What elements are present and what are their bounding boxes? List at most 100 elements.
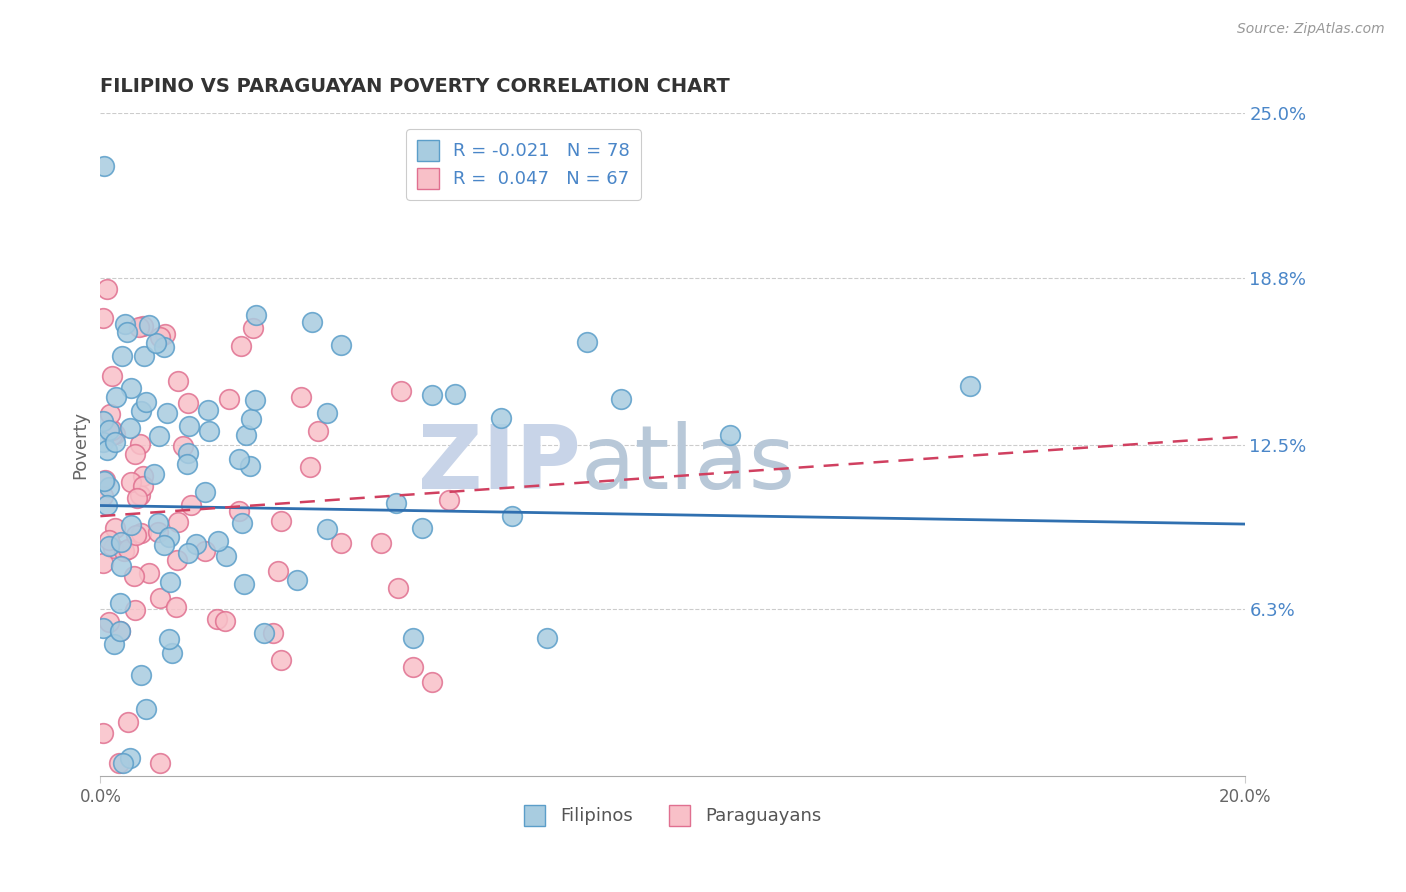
Point bbox=[385, 496, 408, 510]
Point bbox=[97, 539, 120, 553]
Point bbox=[307, 424, 329, 438]
Y-axis label: Poverty: Poverty bbox=[72, 410, 89, 479]
Point bbox=[243, 392, 266, 407]
Point bbox=[135, 702, 157, 716]
Point bbox=[108, 624, 131, 639]
Point bbox=[146, 516, 169, 531]
Point bbox=[153, 538, 176, 552]
Point bbox=[229, 339, 252, 353]
Point bbox=[91, 556, 114, 570]
Point bbox=[149, 330, 172, 344]
Point bbox=[98, 407, 121, 421]
Point bbox=[153, 340, 176, 354]
Point bbox=[233, 577, 256, 591]
Text: ZIP: ZIP bbox=[418, 421, 581, 508]
Point bbox=[402, 660, 425, 674]
Point bbox=[118, 751, 141, 765]
Point bbox=[267, 564, 290, 578]
Point bbox=[290, 390, 312, 404]
Point bbox=[420, 675, 443, 690]
Point bbox=[104, 521, 127, 535]
Point bbox=[108, 756, 131, 770]
Point bbox=[194, 544, 217, 558]
Point bbox=[120, 382, 142, 396]
Point bbox=[129, 488, 152, 502]
Point bbox=[93, 159, 115, 173]
Point bbox=[96, 442, 118, 457]
Point bbox=[98, 480, 121, 494]
Point bbox=[184, 537, 207, 551]
Point bbox=[127, 491, 149, 506]
Point bbox=[270, 653, 292, 667]
Point bbox=[110, 535, 132, 549]
Point bbox=[575, 334, 598, 349]
Point bbox=[94, 473, 117, 487]
Point bbox=[240, 412, 263, 426]
Point bbox=[97, 423, 120, 437]
Text: FILIPINO VS PARAGUAYAN POVERTY CORRELATION CHART: FILIPINO VS PARAGUAYAN POVERTY CORRELATI… bbox=[100, 78, 730, 96]
Point bbox=[96, 282, 118, 296]
Point bbox=[103, 426, 125, 441]
Point bbox=[215, 549, 238, 563]
Point bbox=[370, 535, 392, 549]
Point bbox=[103, 637, 125, 651]
Point bbox=[132, 318, 155, 333]
Point bbox=[129, 526, 152, 541]
Point bbox=[718, 427, 741, 442]
Point bbox=[157, 632, 180, 647]
Point bbox=[228, 452, 250, 467]
Point bbox=[198, 424, 221, 438]
Point bbox=[389, 384, 412, 398]
Point bbox=[148, 429, 170, 443]
Point bbox=[108, 596, 131, 610]
Point bbox=[132, 469, 155, 483]
Point bbox=[420, 387, 443, 401]
Point bbox=[129, 404, 152, 418]
Point bbox=[285, 573, 308, 587]
Point bbox=[197, 403, 219, 417]
Point bbox=[91, 489, 114, 503]
Point bbox=[387, 582, 409, 596]
Point bbox=[177, 546, 200, 560]
Point bbox=[101, 368, 124, 383]
Point bbox=[110, 559, 132, 574]
Point bbox=[91, 725, 114, 739]
Point bbox=[299, 459, 322, 474]
Point bbox=[242, 320, 264, 334]
Point bbox=[111, 349, 134, 363]
Legend: Filipinos, Paraguayans: Filipinos, Paraguayans bbox=[516, 797, 828, 833]
Point bbox=[329, 338, 352, 352]
Point bbox=[128, 437, 150, 451]
Point bbox=[112, 756, 135, 770]
Point bbox=[145, 335, 167, 350]
Point bbox=[105, 390, 128, 404]
Point bbox=[214, 614, 236, 628]
Point bbox=[166, 553, 188, 567]
Point bbox=[411, 521, 433, 535]
Point bbox=[165, 599, 187, 614]
Point bbox=[124, 447, 146, 461]
Point bbox=[132, 478, 155, 492]
Point bbox=[157, 530, 180, 544]
Point bbox=[444, 386, 467, 401]
Point bbox=[128, 319, 150, 334]
Point bbox=[101, 423, 124, 437]
Point bbox=[97, 615, 120, 629]
Point bbox=[489, 411, 512, 425]
Point bbox=[117, 714, 139, 729]
Point bbox=[610, 392, 633, 406]
Point bbox=[91, 310, 114, 325]
Point bbox=[207, 533, 229, 548]
Point bbox=[91, 621, 114, 635]
Point bbox=[228, 504, 250, 518]
Point bbox=[132, 349, 155, 363]
Point bbox=[205, 612, 228, 626]
Point bbox=[112, 544, 135, 558]
Point bbox=[253, 626, 276, 640]
Point bbox=[179, 418, 201, 433]
Point bbox=[172, 438, 194, 452]
Point bbox=[160, 646, 183, 660]
Point bbox=[120, 517, 142, 532]
Point bbox=[270, 514, 292, 528]
Point bbox=[120, 421, 142, 435]
